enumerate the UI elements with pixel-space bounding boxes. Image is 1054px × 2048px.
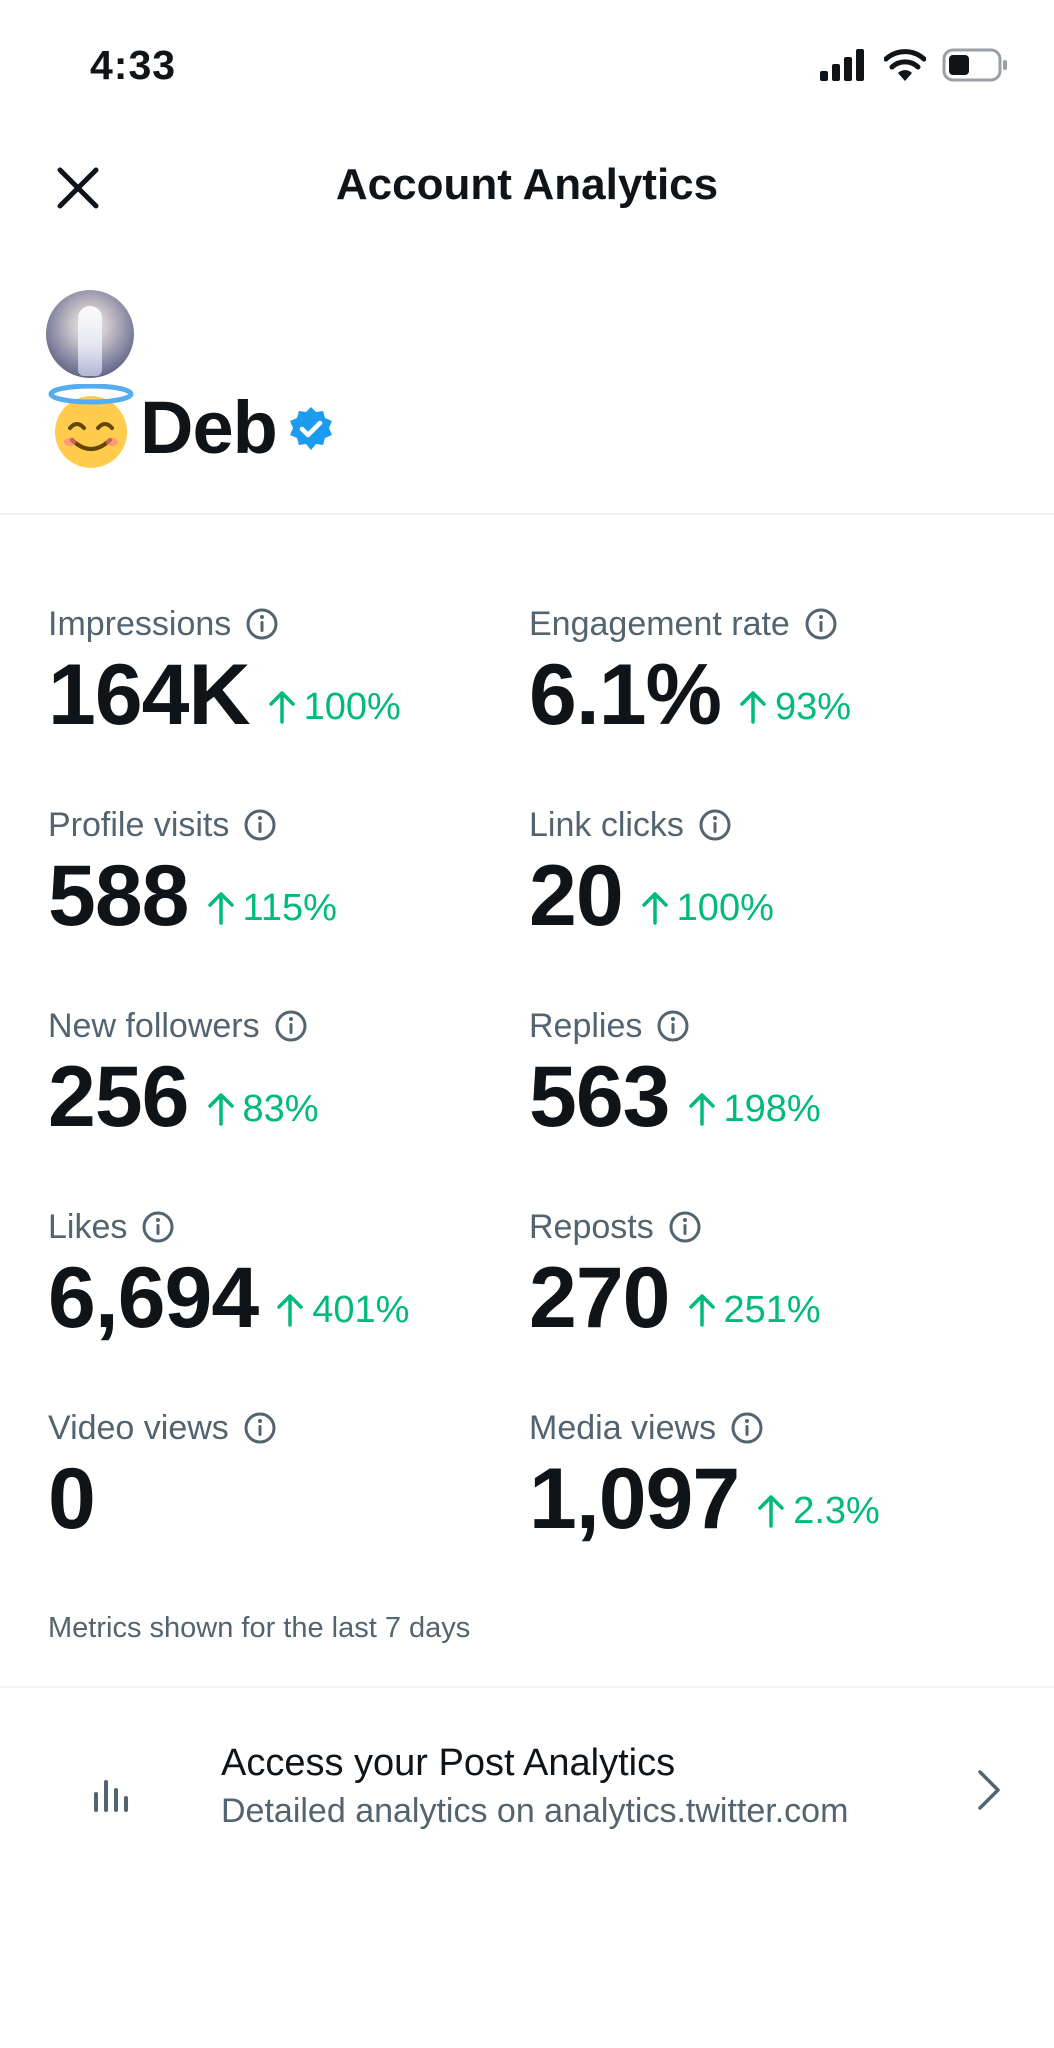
metric-video-views: Video views 0	[48, 1406, 508, 1547]
metric-label: Engagement rate	[529, 604, 790, 643]
metric-likes: Likes 6,694 401%	[48, 1205, 508, 1346]
page-title: Account Analytics	[335, 160, 719, 209]
info-icon[interactable]	[668, 1210, 702, 1244]
metric-label: Link clicks	[529, 805, 684, 844]
battery-icon	[942, 48, 1007, 82]
arrow-up-icon	[688, 1093, 715, 1126]
profile-name: Deb	[140, 385, 278, 469]
metric-change-value: 100%	[676, 886, 774, 929]
metric-change: 100%	[268, 686, 401, 729]
info-icon[interactable]	[243, 1411, 277, 1445]
metric-impressions: Impressions 164K 100%	[48, 602, 508, 743]
metric-change-value: 83%	[242, 1087, 319, 1130]
metric-change: 83%	[207, 1088, 319, 1131]
post-analytics-link[interactable]: Access your Post Analytics Detailed anal…	[0, 1690, 1054, 1886]
metric-change-value: 100%	[303, 685, 401, 728]
metric-replies: Replies 563 198%	[529, 1004, 989, 1145]
arrow-up-icon	[277, 1294, 303, 1327]
metric-label: New followers	[48, 1006, 260, 1045]
metric-reposts: Reposts 270 251%	[529, 1205, 989, 1346]
profile-divider	[0, 513, 1054, 515]
metric-profile-visits: Profile visits 588 115%	[48, 803, 508, 944]
bar-chart-icon	[94, 1780, 128, 1812]
metric-change: 93%	[739, 686, 851, 729]
verified-badge-icon	[289, 407, 332, 450]
metric-change: 2.3%	[757, 1490, 880, 1533]
metric-change-value: 251%	[723, 1288, 821, 1331]
chevron-right-icon	[978, 1770, 1000, 1810]
close-icon	[57, 167, 99, 209]
metric-engagement-rate: Engagement rate 6.1% 93%	[529, 602, 989, 743]
arrow-up-icon	[641, 892, 668, 925]
metric-label: Media views	[529, 1408, 717, 1447]
arrow-up-icon	[688, 1294, 715, 1327]
profile-name-row: Deb	[48, 384, 335, 470]
arrow-up-icon	[207, 892, 234, 925]
post-analytics-subtitle: Detailed analytics on analytics.twitter.…	[221, 1792, 849, 1830]
metric-change: 251%	[688, 1289, 821, 1332]
arrow-up-icon	[758, 1495, 784, 1528]
metric-label: Video views	[48, 1408, 229, 1447]
metric-value: 588	[48, 848, 189, 944]
info-icon[interactable]	[274, 1009, 308, 1043]
info-icon[interactable]	[243, 808, 277, 842]
metric-value: 256	[48, 1049, 189, 1145]
metrics-divider	[0, 1686, 1054, 1688]
metric-value: 164K	[48, 647, 251, 743]
metric-value: 20	[529, 848, 624, 944]
metric-value: 6,694	[48, 1250, 259, 1346]
info-icon[interactable]	[656, 1009, 690, 1043]
metric-value: 0	[48, 1451, 96, 1547]
metric-change-value: 198%	[723, 1087, 821, 1130]
status-icons	[820, 48, 1008, 82]
avatar[interactable]	[46, 290, 134, 378]
metric-change-value: 2.3%	[793, 1489, 880, 1532]
metric-change: 100%	[641, 887, 774, 930]
status-bar: 4:33	[0, 0, 1054, 130]
arrow-up-icon	[268, 691, 295, 724]
metric-change-value: 115%	[242, 886, 337, 929]
metric-change: 115%	[207, 887, 337, 930]
info-icon[interactable]	[804, 607, 838, 641]
metric-change-value: 93%	[775, 685, 852, 728]
metric-label: Impressions	[48, 604, 232, 643]
metric-label: Reposts	[529, 1207, 654, 1246]
metric-change-value: 401%	[312, 1288, 410, 1331]
close-button[interactable]	[48, 158, 108, 218]
metric-label: Replies	[529, 1006, 643, 1045]
info-icon[interactable]	[141, 1210, 175, 1244]
metric-new-followers: New followers 256 83%	[48, 1004, 508, 1145]
info-icon[interactable]	[245, 607, 279, 641]
avatar-figure	[78, 306, 102, 376]
status-time: 4:33	[90, 42, 177, 88]
smiling-halo-emoji-icon	[48, 384, 134, 468]
metric-value: 6.1%	[529, 647, 722, 743]
metrics-note: Metrics shown for the last 7 days	[48, 1612, 471, 1644]
metric-change: 198%	[688, 1088, 821, 1131]
metric-value: 563	[529, 1049, 670, 1145]
info-icon[interactable]	[730, 1411, 764, 1445]
arrow-up-icon	[740, 691, 766, 724]
metric-value: 270	[529, 1250, 670, 1346]
metric-label: Profile visits	[48, 805, 230, 844]
wifi-icon	[884, 49, 926, 81]
post-analytics-title: Access your Post Analytics	[221, 1742, 676, 1784]
metric-label: Likes	[48, 1207, 128, 1246]
metric-media-views: Media views 1,097 2.3%	[529, 1406, 989, 1547]
metric-value: 1,097	[529, 1451, 740, 1547]
metric-link-clicks: Link clicks 20 100%	[529, 803, 989, 944]
metric-change: 401%	[276, 1289, 409, 1332]
signal-icon	[820, 49, 864, 81]
info-icon[interactable]	[698, 808, 732, 842]
arrow-up-icon	[207, 1093, 234, 1126]
